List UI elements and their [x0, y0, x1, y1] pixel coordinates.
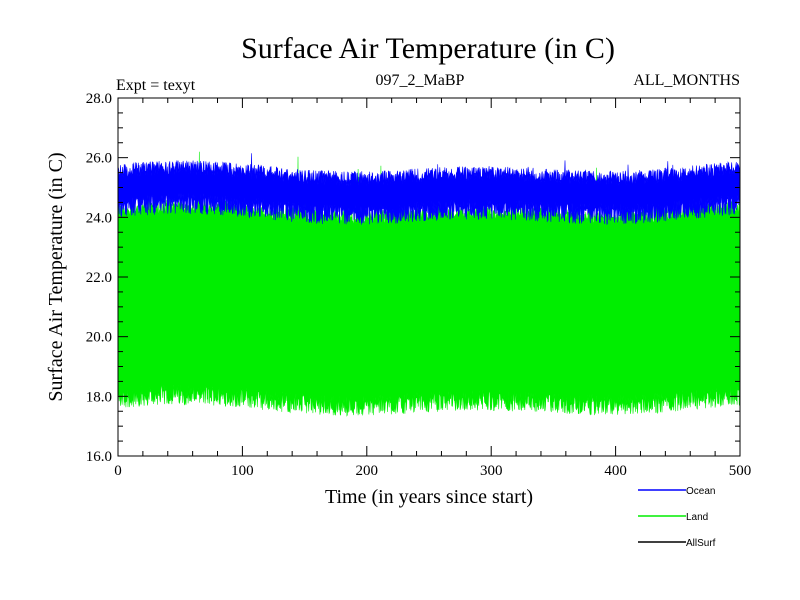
legend-label-land: Land — [686, 512, 708, 523]
y-tick-label: 26.0 — [86, 151, 112, 167]
x-axis-label: Time (in years since start) — [325, 486, 533, 508]
chart-subtitle-center: 097_2_MaBP — [376, 72, 465, 89]
x-tick-label: 300 — [480, 463, 503, 479]
y-tick-label: 24.0 — [86, 210, 112, 226]
y-tick-label: 22.0 — [86, 270, 112, 286]
legend-label-ocean: Ocean — [686, 486, 715, 497]
y-tick-label: 20.0 — [86, 330, 112, 346]
y-tick-label: 18.0 — [86, 389, 112, 405]
legend: Ocean Land AllSurf — [638, 486, 716, 549]
series-layer — [117, 151, 741, 417]
y-tick-label: 16.0 — [86, 449, 112, 465]
x-tick-label: 200 — [356, 463, 379, 479]
chart-title: Surface Air Temperature (in C) — [241, 32, 615, 65]
x-tick-label: 0 — [114, 463, 122, 479]
axes-layer: 0 100 200 300 400 500 16.0 18.0 20.0 22.0 24.0 26.0… — [86, 91, 752, 479]
x-tick-label: 400 — [604, 463, 627, 479]
x-tick-label: 500 — [729, 463, 752, 479]
y-tick-label: 28.0 — [86, 91, 112, 107]
y-axis-label: Surface Air Temperature (in C) — [45, 152, 67, 401]
x-tick-label: 100 — [231, 463, 254, 479]
chart-subtitle-right: ALL_MONTHS — [633, 72, 740, 89]
chart-subtitle-left: Expt = texyt — [116, 77, 196, 94]
legend-label-allsurf: AllSurf — [686, 538, 716, 549]
